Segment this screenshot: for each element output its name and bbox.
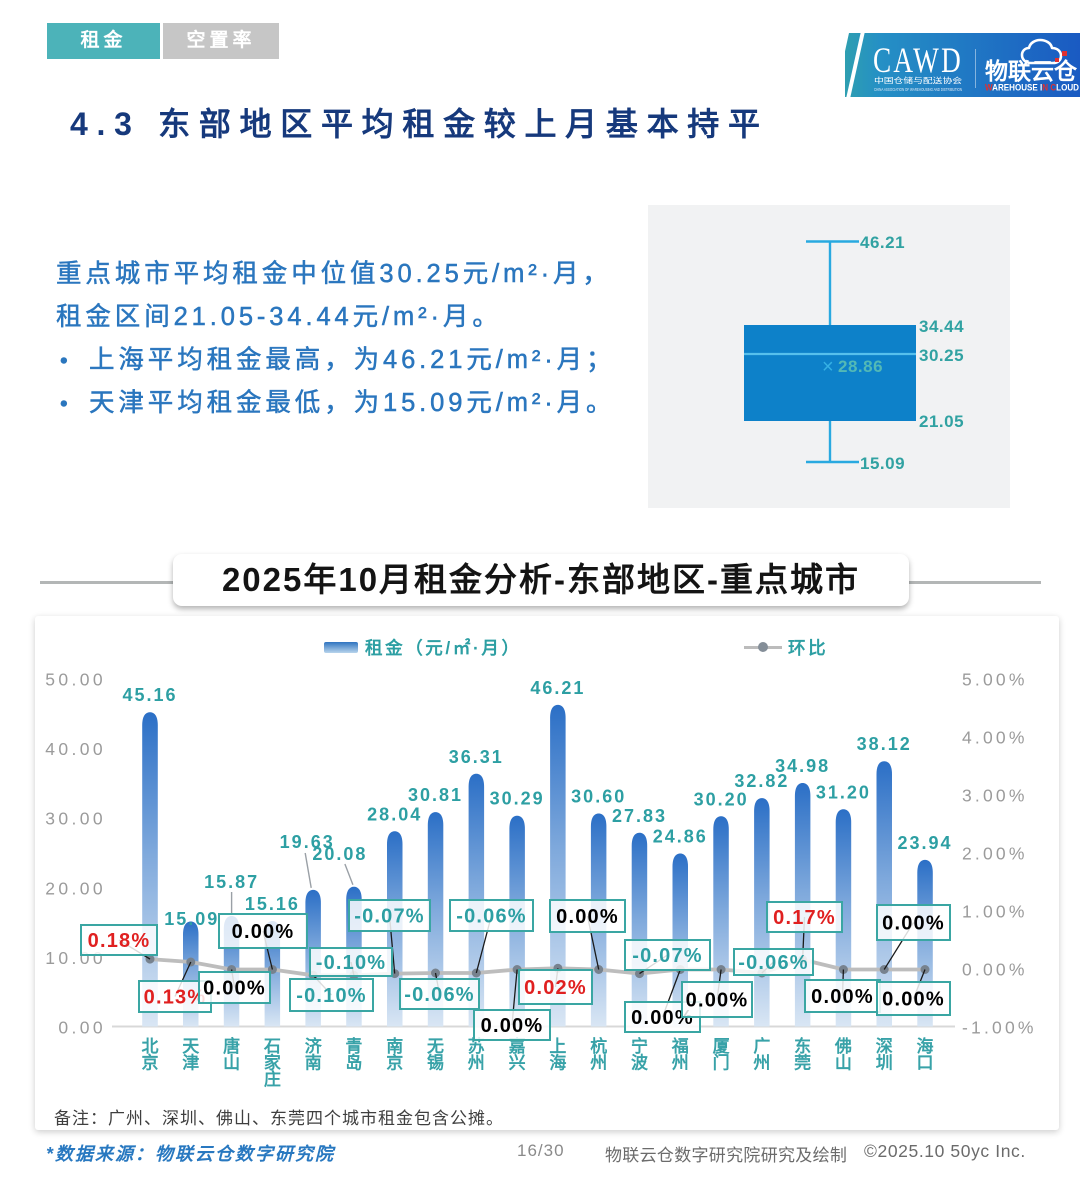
svg-text:福州: 福州 <box>671 1036 689 1073</box>
svg-text:0.13%: 0.13% <box>144 987 207 1009</box>
svg-text:0.00%: 0.00% <box>882 989 945 1011</box>
svg-text:北京: 北京 <box>142 1037 159 1073</box>
svg-text:0.00%: 0.00% <box>686 990 749 1012</box>
svg-text:0.00%: 0.00% <box>481 1015 544 1037</box>
svg-text:×: × <box>822 356 834 378</box>
svg-text:无锡: 无锡 <box>426 1037 444 1073</box>
svg-text:24.86: 24.86 <box>653 827 708 847</box>
svg-text:嘉兴: 嘉兴 <box>508 1036 526 1073</box>
svg-text:31.20: 31.20 <box>816 782 871 802</box>
svg-text:海口: 海口 <box>917 1036 934 1073</box>
svg-text:CAWD: CAWD <box>873 40 963 80</box>
svg-text:-1.00%: -1.00% <box>962 1018 1037 1038</box>
svg-text:-0.06%: -0.06% <box>738 952 809 974</box>
svg-text:32.82: 32.82 <box>734 771 789 791</box>
svg-text:30.81: 30.81 <box>408 785 463 805</box>
svg-text:15.09: 15.09 <box>860 454 905 473</box>
svg-text:中国仓储与配送协会: 中国仓储与配送协会 <box>874 75 963 85</box>
svg-text:30.60: 30.60 <box>571 787 626 807</box>
svg-text:5.00%: 5.00% <box>962 670 1028 690</box>
svg-text:15.87: 15.87 <box>204 872 259 892</box>
svg-text:-0.06%: -0.06% <box>456 906 527 928</box>
svg-text:15.16: 15.16 <box>245 894 300 914</box>
svg-text:0.00%: 0.00% <box>962 960 1028 980</box>
svg-text:济南: 济南 <box>305 1036 323 1073</box>
svg-text:45.16: 45.16 <box>122 685 177 705</box>
svg-text:28.86: 28.86 <box>838 357 883 376</box>
svg-text:20.00: 20.00 <box>45 878 106 898</box>
svg-text:23.94: 23.94 <box>897 833 952 853</box>
svg-text:30.20: 30.20 <box>694 789 749 809</box>
svg-text:-0.06%: -0.06% <box>404 984 475 1006</box>
svg-text:46.21: 46.21 <box>860 233 905 252</box>
svg-text:-0.10%: -0.10% <box>296 985 367 1007</box>
svg-text:0.00%: 0.00% <box>811 986 874 1008</box>
svg-text:0.17%: 0.17% <box>773 907 836 929</box>
svg-text:0.00%: 0.00% <box>882 913 945 935</box>
svg-text:30.29: 30.29 <box>490 789 545 809</box>
svg-text:天津: 天津 <box>182 1037 200 1073</box>
svg-text:物联云仓: 物联云仓 <box>985 58 1078 84</box>
svg-text:广州: 广州 <box>752 1036 770 1073</box>
svg-text:0.00: 0.00 <box>58 1018 106 1038</box>
svg-text:2.00%: 2.00% <box>962 844 1028 864</box>
svg-text:50.00: 50.00 <box>45 670 106 690</box>
svg-text:苏州: 苏州 <box>467 1036 485 1073</box>
svg-text:0.00%: 0.00% <box>631 1007 694 1029</box>
svg-text:0.02%: 0.02% <box>524 977 587 999</box>
svg-text:佛山: 佛山 <box>834 1036 852 1073</box>
svg-text:30.00: 30.00 <box>45 809 106 829</box>
svg-text:28.04: 28.04 <box>367 804 422 824</box>
svg-text:青岛: 青岛 <box>345 1036 362 1073</box>
svg-text:0.00%: 0.00% <box>556 906 619 928</box>
svg-text:-0.07%: -0.07% <box>632 945 703 967</box>
svg-text:杭州: 杭州 <box>589 1036 607 1073</box>
svg-text:34.98: 34.98 <box>775 756 830 776</box>
svg-text:南京: 南京 <box>386 1036 403 1073</box>
svg-text:1.00%: 1.00% <box>962 902 1028 922</box>
svg-text:30.25: 30.25 <box>919 346 964 365</box>
svg-text:唐山: 唐山 <box>223 1036 240 1073</box>
svg-text:34.44: 34.44 <box>919 317 964 336</box>
svg-text:27.83: 27.83 <box>612 806 667 826</box>
svg-text:21.05: 21.05 <box>919 412 964 431</box>
svg-text:深圳: 深圳 <box>876 1036 893 1073</box>
svg-text:0.00%: 0.00% <box>203 978 266 1000</box>
svg-text:0.00%: 0.00% <box>232 921 295 943</box>
svg-text:38.12: 38.12 <box>857 734 912 754</box>
svg-text:0.18%: 0.18% <box>88 930 151 952</box>
svg-text:东莞: 东莞 <box>794 1036 811 1073</box>
svg-text:WAREHOUSE IN CLOUD: WAREHOUSE IN CLOUD <box>985 83 1079 93</box>
svg-text:厦门: 厦门 <box>713 1037 731 1073</box>
svg-text:-0.07%: -0.07% <box>354 906 425 928</box>
svg-text:36.31: 36.31 <box>449 747 504 767</box>
svg-text:19.63: 19.63 <box>280 832 335 852</box>
svg-text:宁波: 宁波 <box>631 1036 649 1073</box>
svg-text:40.00: 40.00 <box>45 739 106 759</box>
svg-text:-0.10%: -0.10% <box>316 952 387 974</box>
svg-text:CHINA ASSOCIATION OF WAREHOUSI: CHINA ASSOCIATION OF WAREHOUSING AND DIS… <box>874 87 962 92</box>
svg-text:4.00%: 4.00% <box>962 728 1028 748</box>
svg-text:3.00%: 3.00% <box>962 786 1028 806</box>
svg-text:20.08: 20.08 <box>312 844 367 864</box>
svg-text:上海: 上海 <box>549 1037 566 1073</box>
svg-text:石家庄: 石家庄 <box>263 1037 281 1089</box>
svg-text:15.09: 15.09 <box>164 909 219 929</box>
svg-text:46.21: 46.21 <box>530 678 585 698</box>
